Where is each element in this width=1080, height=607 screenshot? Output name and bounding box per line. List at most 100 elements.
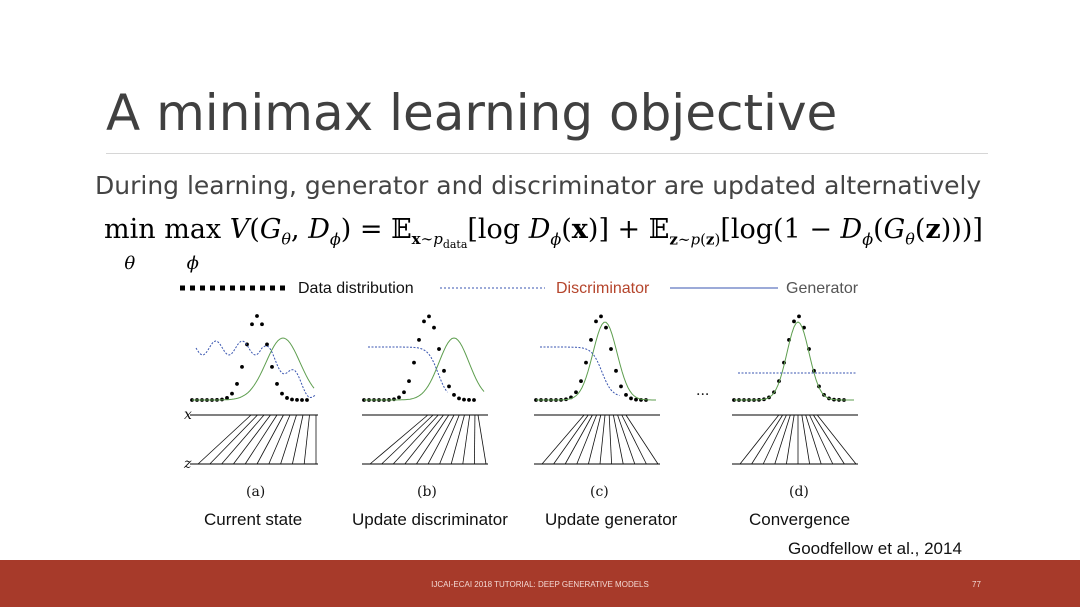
data-point-b xyxy=(412,360,416,365)
caption-convergence: Convergence xyxy=(749,510,851,529)
data-point-a xyxy=(285,396,289,400)
data-point-c xyxy=(579,379,583,384)
discriminator-curve-a xyxy=(195,340,317,399)
mapping-line-c xyxy=(625,414,659,465)
data-point-a xyxy=(290,397,294,402)
data-point-c xyxy=(624,392,628,397)
mapping-line-c xyxy=(608,414,612,465)
data-point-b xyxy=(472,398,476,402)
data-point-c xyxy=(634,397,638,402)
data-point-b xyxy=(427,314,431,319)
legend-data-label: Data distribution xyxy=(298,280,414,297)
panel-letter-c: (c) xyxy=(590,484,609,500)
slide-subtitle: During learning, generator and discrimin… xyxy=(95,171,982,200)
generator-curve-c xyxy=(536,321,656,401)
mapping-line-d xyxy=(805,414,822,465)
mapping-line-a xyxy=(244,414,278,465)
mapping-line-c xyxy=(612,414,624,465)
data-point-b xyxy=(392,397,396,402)
data-point-a xyxy=(260,322,264,327)
data-point-b xyxy=(467,398,471,402)
data-point-b xyxy=(397,395,401,400)
ellipsis: ... xyxy=(696,383,709,399)
data-point-a xyxy=(275,382,279,386)
data-point-b xyxy=(402,390,406,395)
data-point-a xyxy=(265,342,269,347)
mapping-line-d xyxy=(774,414,791,465)
data-point-a xyxy=(270,364,274,369)
data-point-a xyxy=(300,398,304,402)
data-point-c xyxy=(604,325,608,330)
x-axis-label: x xyxy=(184,407,192,423)
footer-text: IJCAI-ECAI 2018 TUTORIAL: DEEP GENERATIV… xyxy=(431,580,649,589)
generator-curve-b xyxy=(364,337,485,401)
legend-generator-label: Generator xyxy=(786,280,859,297)
data-point-b xyxy=(442,368,446,373)
data-point-a xyxy=(235,382,239,386)
mapping-line-b xyxy=(427,414,455,465)
discriminator-curve-b xyxy=(368,346,448,393)
data-point-c xyxy=(629,396,633,401)
data-point-c xyxy=(594,319,598,324)
data-point-c xyxy=(589,337,593,342)
data-point-a xyxy=(305,398,309,402)
panel-letter-a: (a) xyxy=(246,484,266,500)
mapping-line-a xyxy=(280,414,297,465)
title-divider xyxy=(106,153,988,154)
mapping-line-b xyxy=(381,414,434,465)
data-point-b xyxy=(437,347,441,351)
mapping-line-a xyxy=(256,414,284,465)
mapping-line-b xyxy=(416,414,450,465)
mapping-line-c xyxy=(553,414,589,465)
data-point-c xyxy=(609,347,613,351)
caption-update-discriminator: Update discriminator xyxy=(352,510,508,529)
mapping-line-d xyxy=(801,414,810,465)
mapping-line-c xyxy=(599,414,606,465)
mapping-line-c xyxy=(541,414,585,465)
generator-curve-a xyxy=(192,337,315,401)
footer-bar: IJCAI-ECAI 2018 TUTORIAL: DEEP GENERATIV… xyxy=(0,560,1080,607)
mapping-line-d xyxy=(739,414,780,465)
data-point-b xyxy=(447,384,451,389)
mapping-line-d xyxy=(816,414,857,465)
mapping-line-a xyxy=(221,414,265,465)
mapping-line-b xyxy=(462,414,471,465)
mapping-line-c xyxy=(576,414,597,465)
mapping-line-c xyxy=(564,414,593,465)
data-point-b xyxy=(452,392,456,397)
mapping-line-b xyxy=(369,414,429,465)
data-point-b xyxy=(462,397,466,402)
mapping-line-c xyxy=(621,414,647,465)
slide-title: A minimax learning objective xyxy=(106,84,838,142)
data-point-b xyxy=(432,325,436,330)
mapping-line-a xyxy=(292,414,304,465)
mapping-line-a xyxy=(197,414,252,465)
mapping-line-b xyxy=(477,414,487,465)
mapping-line-c xyxy=(588,414,602,465)
mapping-line-a xyxy=(303,414,310,465)
legend-discriminator-label: Discriminator xyxy=(556,280,650,297)
data-point-c xyxy=(599,314,603,319)
data-point-d xyxy=(792,319,796,324)
data-point-b xyxy=(407,379,411,384)
mapping-line-b xyxy=(392,414,439,465)
mapping-line-b xyxy=(474,414,476,465)
mapping-line-d xyxy=(786,414,795,465)
mapping-line-b xyxy=(439,414,460,465)
data-point-a xyxy=(250,322,254,327)
mapping-line-d xyxy=(809,414,834,465)
data-point-c xyxy=(614,368,618,373)
mapping-line-a xyxy=(268,414,291,465)
generator-curve-d xyxy=(734,321,854,401)
panel-letter-b: (b) xyxy=(417,484,437,500)
mapping-line-a xyxy=(233,414,271,465)
data-point-c xyxy=(584,360,588,365)
panel-letter-d: (d) xyxy=(789,484,809,500)
data-point-d xyxy=(797,314,801,319)
data-point-a xyxy=(230,391,234,396)
mapping-line-d xyxy=(813,414,845,465)
data-point-b xyxy=(417,337,421,342)
data-point-a xyxy=(295,397,299,402)
mapping-line-b xyxy=(404,414,444,465)
